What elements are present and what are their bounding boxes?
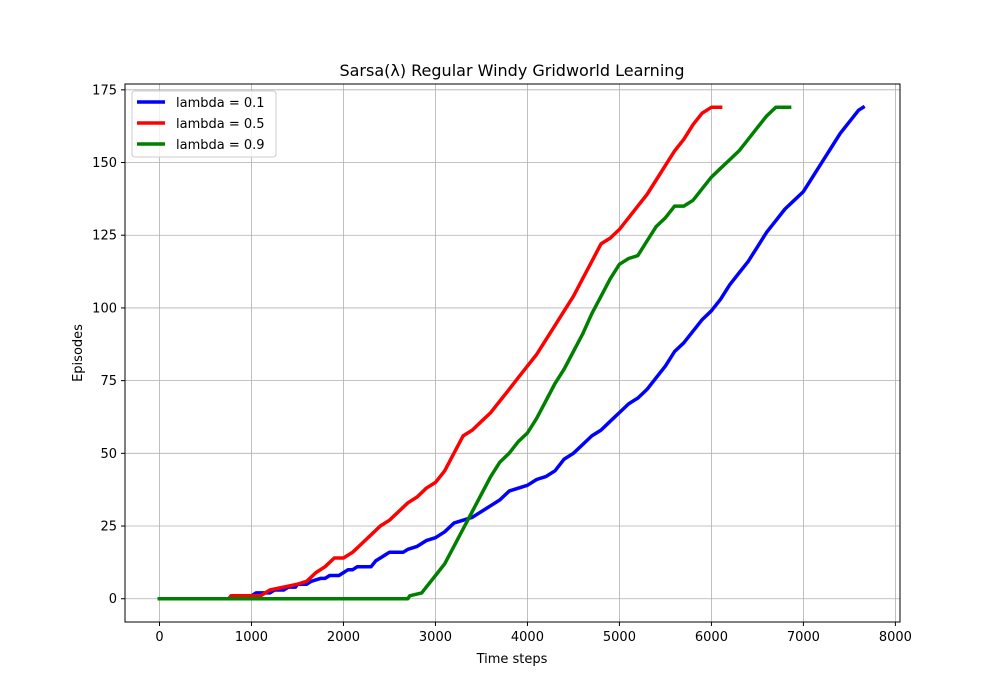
y-tick-label: 100 bbox=[92, 301, 117, 316]
y-tick-label: 150 bbox=[92, 156, 117, 171]
legend-box bbox=[131, 90, 277, 158]
x-tick-label: 4000 bbox=[511, 630, 544, 645]
legend-label-lambda-0-9: lambda = 0.9 bbox=[176, 138, 265, 153]
series-line-2 bbox=[157, 105, 792, 601]
y-tick-label: 175 bbox=[92, 83, 117, 98]
y-tick-label: 75 bbox=[100, 374, 117, 389]
x-tick-label: 6000 bbox=[695, 630, 728, 645]
series-line-1 bbox=[157, 105, 723, 601]
legend-label-lambda-0-5: lambda = 0.5 bbox=[176, 117, 265, 132]
y-tick-label: 0 bbox=[109, 592, 117, 607]
axis-ticks: 0 1000 2000 3000 4000 5000 6000 7000 8000 0 25 50 75… bbox=[92, 83, 912, 645]
y-axis-label: Episodes bbox=[71, 324, 86, 382]
plot-frame bbox=[124, 83, 901, 623]
series-line-0 bbox=[157, 104, 866, 601]
y-tick-label: 50 bbox=[100, 447, 117, 462]
y-tick-label: 25 bbox=[100, 520, 117, 535]
x-tick-label: 3000 bbox=[419, 630, 452, 645]
x-axis-label: Time steps bbox=[476, 652, 548, 667]
x-tick-label: 1000 bbox=[235, 630, 268, 645]
y-tick-label: 125 bbox=[92, 229, 117, 244]
grid bbox=[125, 84, 900, 622]
x-tick-label: 0 bbox=[155, 630, 163, 645]
x-tick-label: 2000 bbox=[327, 630, 360, 645]
x-tick-label: 8000 bbox=[879, 630, 912, 645]
series-lines bbox=[157, 104, 866, 601]
legend-label-lambda-0-1: lambda = 0.1 bbox=[176, 96, 265, 111]
chart-title: Sarsa(λ) Regular Windy Gridworld Learnin… bbox=[339, 61, 684, 80]
x-tick-label: 5000 bbox=[603, 630, 636, 645]
x-tick-label: 7000 bbox=[787, 630, 820, 645]
legend: lambda = 0.1 lambda = 0.5 lambda = 0.9 bbox=[131, 90, 277, 158]
